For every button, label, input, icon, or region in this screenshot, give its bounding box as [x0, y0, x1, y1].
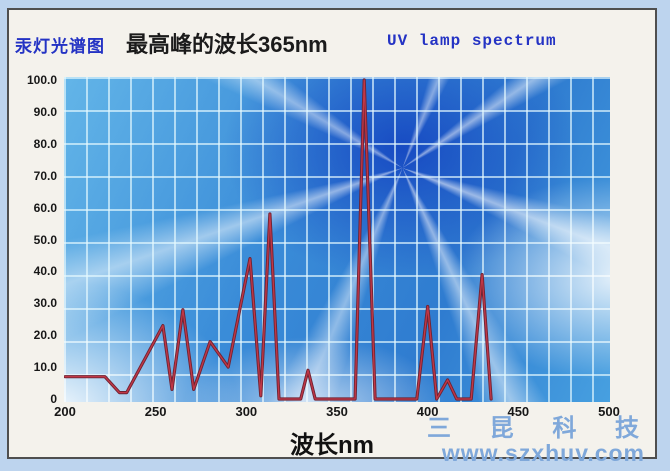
y-tick-label: 30.0: [33, 296, 57, 311]
plot-area: [64, 77, 610, 402]
x-tick-label: 300: [235, 404, 258, 419]
chart-frame: 汞灯光谱图 最高峰的波长365nm UV lamp spectrum 100.0…: [7, 8, 657, 465]
x-tick-label: 450: [507, 404, 530, 419]
x-tick-label: 400: [416, 404, 439, 419]
x-tick-label: 500: [598, 404, 620, 419]
spectrum-line-outline: [64, 78, 493, 401]
y-tick-label: 100.0: [26, 73, 57, 87]
x-axis-title: 波长nm: [290, 432, 374, 459]
spectrum-line-chart: [64, 78, 493, 401]
watermark: 三 昆 科 技 www.szxhuv.com: [427, 416, 645, 465]
y-tick-label: 90.0: [33, 104, 57, 119]
x-tick-label: 200: [54, 404, 76, 419]
y-tick-label: 0: [50, 392, 57, 406]
x-tick-label: 250: [144, 404, 167, 419]
y-tick-label: 50.0: [33, 232, 57, 247]
chart-title-english: UV lamp spectrum: [387, 32, 557, 50]
watermark-url: www.szxhuv.com: [441, 440, 645, 466]
chart-title-chinese: 汞灯光谱图: [15, 37, 105, 56]
y-tick-label: 60.0: [33, 200, 57, 215]
y-tick-label: 20.0: [33, 328, 57, 343]
y-tick-label: 10.0: [33, 360, 57, 375]
watermark-company: 三 昆 科 技: [426, 415, 655, 442]
y-tick-label: 80.0: [33, 136, 57, 151]
x-tick-label: 350: [326, 404, 348, 419]
spectrum-line: [64, 79, 492, 400]
y-tick-label: 70.0: [33, 168, 57, 183]
peak-annotation: 最高峰的波长365nm: [126, 32, 328, 57]
y-tick-label: 40.0: [33, 264, 57, 279]
